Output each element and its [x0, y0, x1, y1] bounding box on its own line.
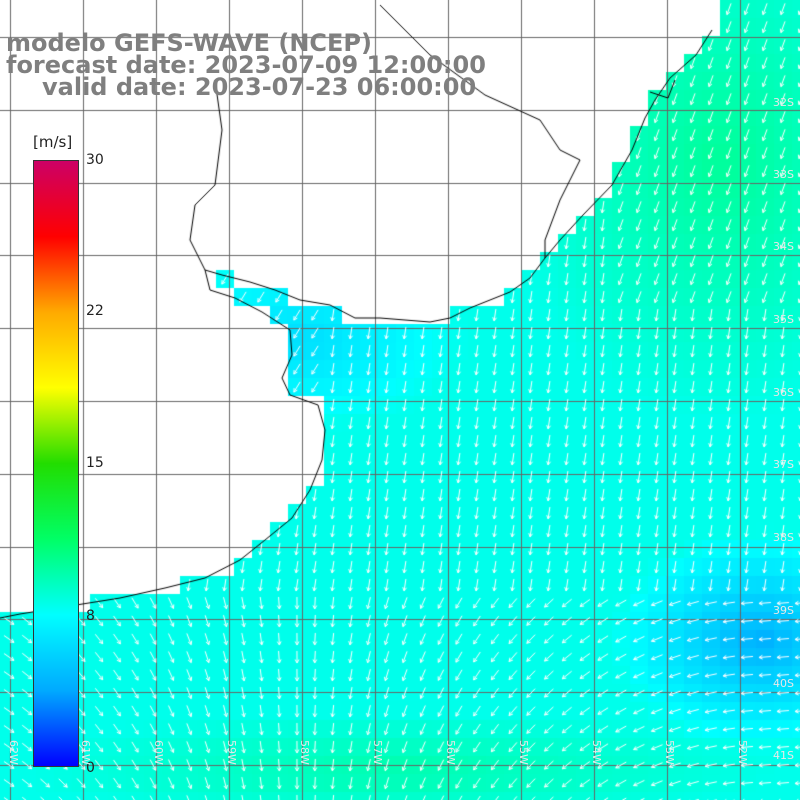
lat-label: 34S: [773, 240, 794, 253]
title-forecast-date: forecast date: 2023-07-09 12:00:00: [6, 51, 486, 79]
lon-label: 58W: [298, 740, 311, 765]
lat-label: 36S: [773, 386, 794, 399]
lon-label: 56W: [444, 740, 457, 765]
lat-label: 35S: [773, 313, 794, 326]
lon-label: 57W: [371, 740, 384, 765]
lon-label: 53W: [663, 740, 676, 765]
lon-label: 62W: [7, 740, 20, 765]
colorbar: [33, 160, 79, 767]
colorbar-tick-22: 22: [86, 303, 104, 319]
lon-label: 55W: [517, 740, 530, 765]
colorbar-unit: [m/s]: [33, 133, 73, 151]
lon-label: 54W: [590, 740, 603, 765]
lon-label: 59W: [225, 740, 238, 765]
colorbar-tick-30: 30: [86, 152, 104, 168]
lat-label: 39S: [773, 604, 794, 617]
lon-label: 52W: [736, 740, 749, 765]
title-valid-date: valid date: 2023-07-23 06:00:00: [42, 73, 477, 101]
lat-label: 37S: [773, 458, 794, 471]
lon-label: 61W: [79, 740, 92, 765]
colorbar-tick-15: 15: [86, 455, 104, 471]
lat-label: 40S: [773, 677, 794, 690]
colorbar-tick-0: 0: [86, 760, 95, 776]
lat-label: 38S: [773, 531, 794, 544]
lat-label: 33S: [773, 168, 794, 181]
title-model: modelo GEFS-WAVE (NCEP): [6, 29, 372, 57]
lon-label: 60W: [152, 740, 165, 765]
lat-label: 41S: [773, 749, 794, 762]
colorbar-tick-8: 8: [86, 608, 95, 624]
lat-label: 32S: [773, 96, 794, 109]
